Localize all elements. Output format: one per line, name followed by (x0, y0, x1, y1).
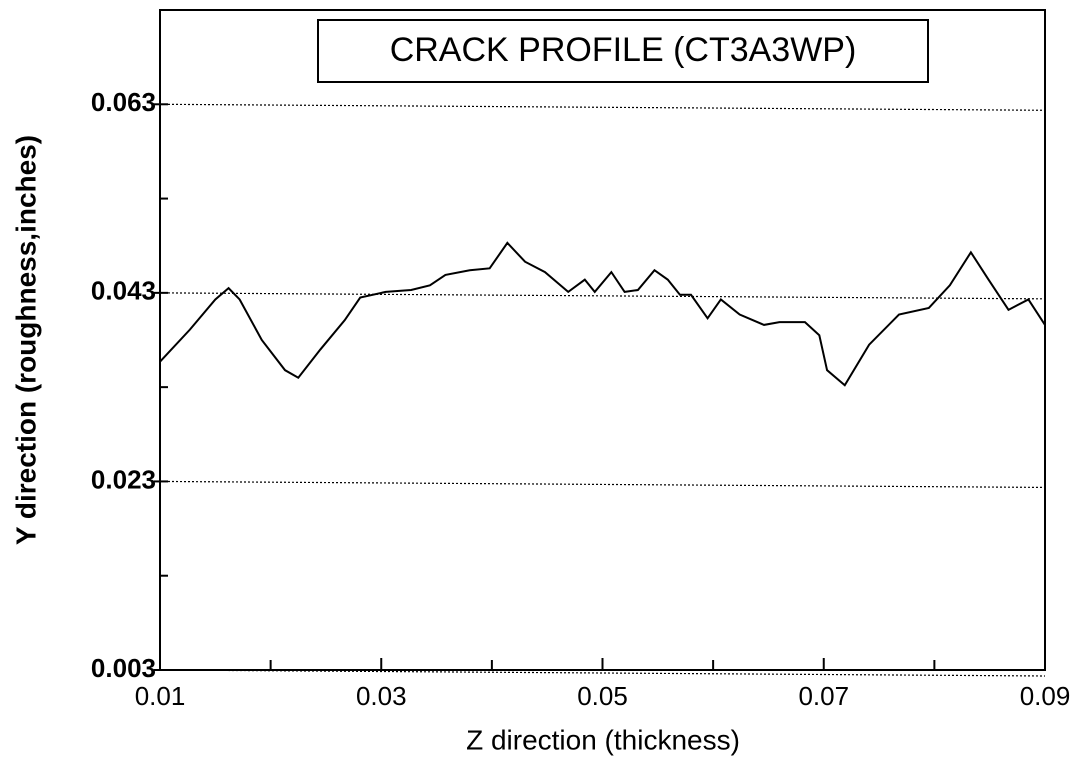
grid-line (159, 103, 1046, 111)
grid-line (159, 292, 1046, 300)
y-tick-label: 0.003 (91, 653, 156, 683)
x-axis-label: Z direction (thickness) (466, 724, 740, 755)
x-tick-label: 0.07 (798, 681, 849, 711)
title-box (317, 19, 929, 83)
grid-line (159, 480, 1046, 489)
x-tick-label: 0.05 (577, 681, 628, 711)
grid-line (159, 669, 1046, 677)
profile-line (159, 241, 1046, 387)
y-axis-label: Y direction (roughness,inches) (10, 135, 41, 545)
x-tick-label: 0.01 (135, 681, 186, 711)
plot-frame (159, 9, 1046, 671)
y-tick-label: 0.043 (91, 276, 156, 306)
y-tick-label: 0.023 (91, 464, 156, 494)
y-tick-label: 0.063 (91, 87, 156, 117)
x-tick-label: 0.09 (1020, 681, 1071, 711)
x-tick-label: 0.03 (356, 681, 407, 711)
chart-title: CRACK PROFILE (CT3A3WP) (390, 31, 857, 69)
